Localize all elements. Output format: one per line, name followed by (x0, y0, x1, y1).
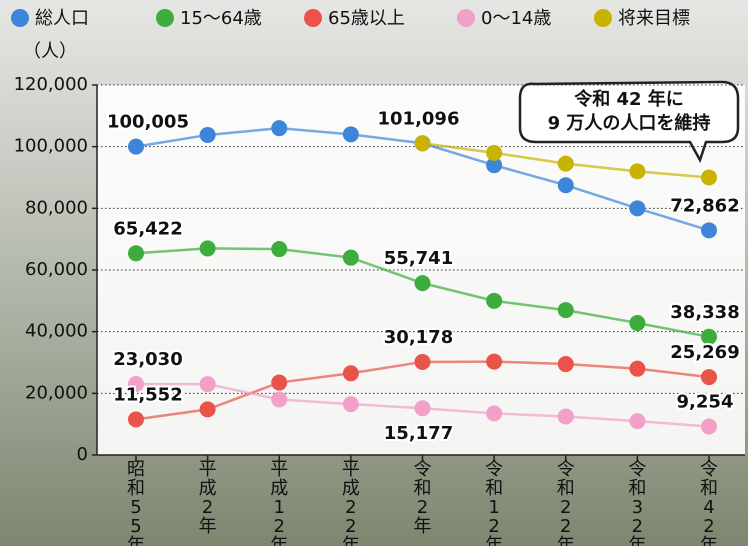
data-point (486, 405, 502, 421)
x-tick-label: 令和22年 (555, 460, 577, 546)
data-point (128, 411, 144, 427)
data-point (200, 127, 216, 143)
value-label: 101,096 (378, 108, 460, 129)
y-tick-label: 20,000 (25, 382, 88, 403)
data-point (701, 222, 717, 238)
value-label: 9,254 (677, 391, 734, 412)
y-tick-label: 100,000 (14, 136, 88, 157)
callout-line: 9 万人の人口を維持 (548, 112, 711, 134)
page: （人） 令和 42 年に 9 万人の人口を維持 0 20,000 40,000 60,… (0, 0, 748, 546)
y-tick-label: 60,000 (25, 259, 88, 280)
y-unit: （人） (23, 41, 77, 62)
value-label: 65,422 (113, 218, 182, 239)
data-point (558, 156, 574, 172)
data-point (128, 245, 144, 261)
data-point (200, 376, 216, 392)
x-tick-label: 平成12年 (268, 460, 290, 546)
legend-marker (594, 9, 612, 27)
data-point (486, 145, 502, 161)
x-tick-label: 平成22年 (340, 460, 362, 546)
legend-marker (457, 9, 475, 27)
data-point (629, 361, 645, 377)
legend-label: 65歳以上 (328, 8, 405, 29)
data-point (343, 250, 359, 266)
value-label: 72,862 (670, 195, 739, 216)
legend-marker (156, 9, 174, 27)
data-point (558, 408, 574, 424)
value-label: 100,005 (107, 112, 189, 133)
data-point (271, 392, 287, 408)
x-tick-label: 平成2年 (197, 460, 219, 536)
data-point (558, 177, 574, 193)
value-label: 11,552 (113, 384, 182, 405)
callout-line: 令和 42 年に (573, 88, 684, 110)
data-point (558, 356, 574, 372)
legend-marker (304, 9, 322, 27)
data-point (128, 139, 144, 155)
data-point (415, 400, 431, 416)
data-point (558, 302, 574, 318)
value-label: 23,030 (113, 349, 182, 370)
legend-label: 総人口 (35, 8, 89, 29)
data-point (629, 413, 645, 429)
legend-marker (11, 9, 29, 27)
data-point (271, 120, 287, 136)
x-tick-label: 令和32年 (626, 460, 648, 546)
legend-label: 0〜14歳 (481, 8, 551, 29)
data-point (200, 401, 216, 417)
data-point (629, 200, 645, 216)
x-tick-label: 令和2年 (412, 460, 434, 536)
data-point (271, 241, 287, 257)
y-tick-label: 0 (77, 444, 88, 465)
data-point (343, 126, 359, 142)
data-point (415, 354, 431, 370)
value-label: 55,741 (384, 248, 453, 269)
x-tick-label: 昭和55年 (125, 460, 147, 546)
value-label: 15,177 (384, 423, 453, 444)
legend-label: 15〜64歳 (180, 8, 262, 29)
data-point (629, 163, 645, 179)
data-point (343, 396, 359, 412)
value-label: 30,178 (384, 327, 453, 348)
data-point (271, 375, 287, 391)
y-tick-label: 80,000 (25, 197, 88, 218)
y-tick-label: 40,000 (25, 321, 88, 342)
data-point (415, 275, 431, 291)
data-point (343, 365, 359, 381)
y-tick-label: 120,000 (14, 74, 88, 95)
data-point (200, 240, 216, 256)
x-tick-label: 令和42年 (698, 460, 720, 546)
data-point (415, 135, 431, 151)
value-label: 25,269 (670, 342, 739, 363)
data-point (701, 418, 717, 434)
value-label: 38,338 (670, 302, 739, 323)
data-point (629, 315, 645, 331)
x-tick-label: 令和12年 (483, 460, 505, 546)
data-point (701, 369, 717, 385)
data-point (701, 170, 717, 186)
data-point (486, 354, 502, 370)
legend-label: 将来目標 (618, 8, 690, 29)
data-point (486, 293, 502, 309)
